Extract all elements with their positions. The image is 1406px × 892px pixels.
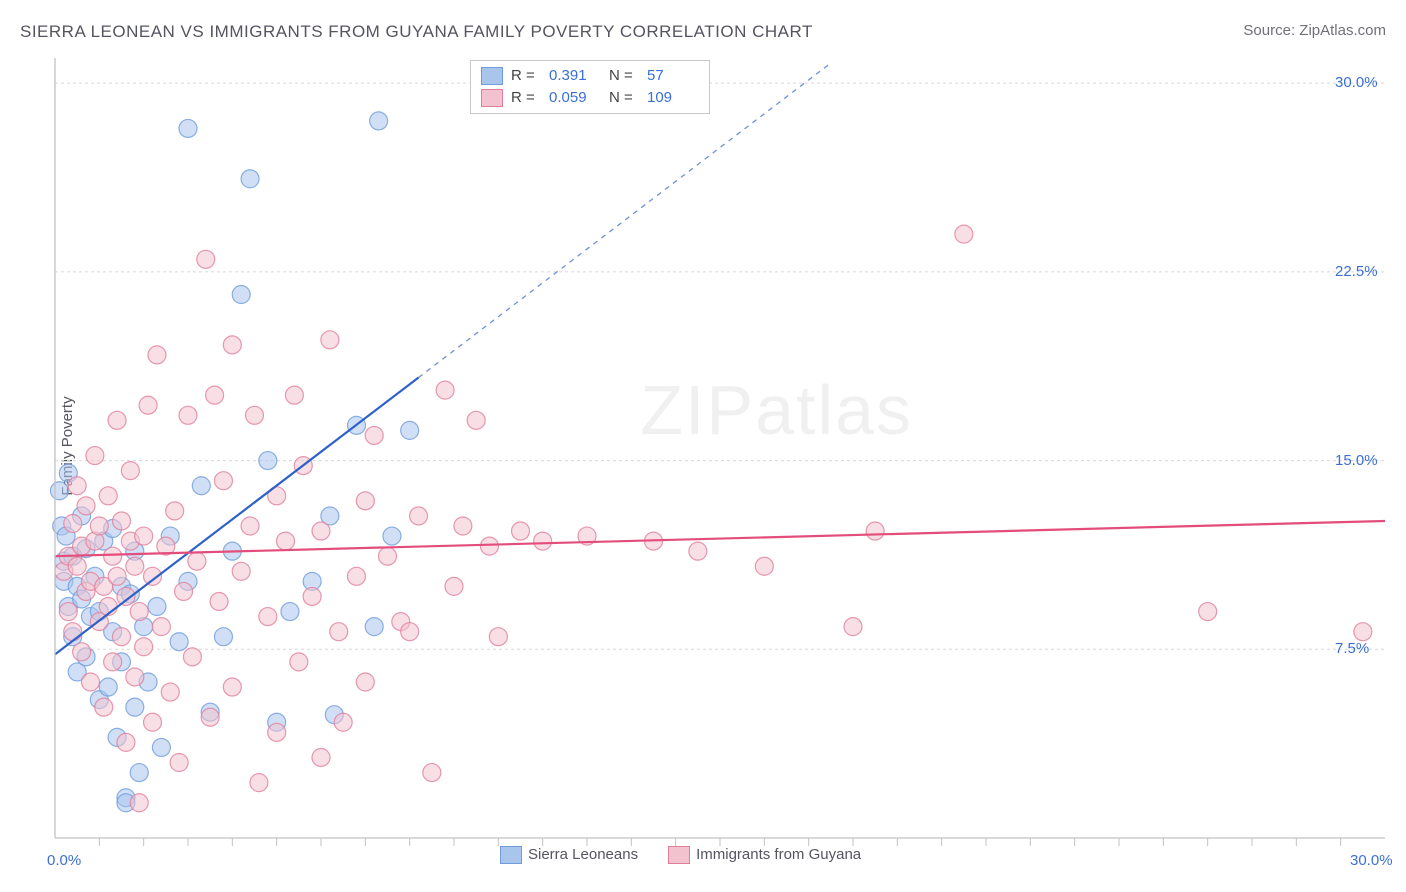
n-value: 109: [647, 87, 699, 109]
legend-swatch: [500, 846, 522, 864]
legend-swatch: [668, 846, 690, 864]
correlation-legend: R = 0.391 N = 57 R = 0.059 N = 109: [470, 60, 710, 114]
n-label: N =: [609, 65, 639, 87]
legend-row: R = 0.391 N = 57: [481, 65, 699, 87]
series-name: Immigrants from Guyana: [696, 846, 861, 863]
series-legend-item: Immigrants from Guyana: [668, 846, 861, 864]
y-tick-label: 15.0%: [1335, 452, 1378, 469]
series-legend: Sierra Leoneans Immigrants from Guyana: [500, 846, 861, 864]
x-tick-label: 30.0%: [1350, 852, 1393, 869]
scatter-chart: [0, 0, 1406, 892]
legend-swatch: [481, 67, 503, 85]
x-tick-label: 0.0%: [47, 852, 81, 869]
r-label: R =: [511, 87, 541, 109]
y-tick-label: 22.5%: [1335, 263, 1378, 280]
n-value: 57: [647, 65, 699, 87]
r-value: 0.391: [549, 65, 601, 87]
r-label: R =: [511, 65, 541, 87]
series-legend-item: Sierra Leoneans: [500, 846, 638, 864]
series-name: Sierra Leoneans: [528, 846, 638, 863]
legend-row: R = 0.059 N = 109: [481, 87, 699, 109]
y-tick-label: 7.5%: [1335, 640, 1369, 657]
y-tick-label: 30.0%: [1335, 74, 1378, 91]
legend-swatch: [481, 89, 503, 107]
n-label: N =: [609, 87, 639, 109]
r-value: 0.059: [549, 87, 601, 109]
